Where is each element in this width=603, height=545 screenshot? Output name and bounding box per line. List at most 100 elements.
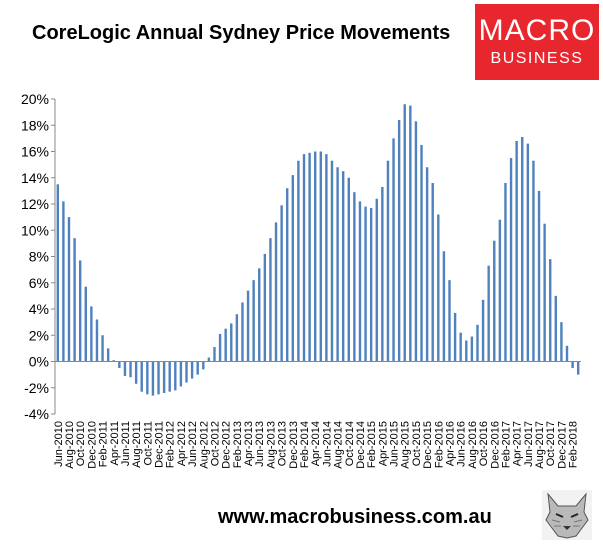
macrobusiness-logo[interactable]: MACRO BUSINESS <box>475 4 599 80</box>
bar-series <box>56 104 580 396</box>
bar <box>118 361 121 369</box>
bar <box>420 144 423 362</box>
x-tick-label: Aug-2016 <box>467 421 479 469</box>
bar <box>364 206 367 362</box>
x-tick-label: Apr-2013 <box>243 421 255 466</box>
bar <box>465 340 468 362</box>
x-tick-label: Apr-2012 <box>176 421 188 466</box>
x-tick-label: Aug-2015 <box>400 421 412 469</box>
x-tick-label: Dec-2010 <box>86 421 98 469</box>
bar <box>537 190 541 362</box>
bar <box>123 361 127 376</box>
bar <box>369 207 373 362</box>
bar <box>286 188 289 362</box>
y-tick-label: 2% <box>29 327 49 343</box>
x-tick-label: Oct-2016 <box>478 421 490 466</box>
bar <box>442 251 446 362</box>
bar <box>140 361 143 392</box>
bar <box>476 324 479 362</box>
x-tick-label: Feb-2014 <box>299 421 311 468</box>
bar <box>336 167 339 362</box>
footer-url[interactable]: www.macrobusiness.com.au <box>218 506 492 528</box>
x-tick-label: Feb-2018 <box>568 421 580 468</box>
bar <box>202 361 205 370</box>
x-tick-label: Apr-2016 <box>445 421 457 466</box>
bar <box>554 295 558 362</box>
x-tick-label: Apr-2014 <box>310 421 322 466</box>
x-tick-label: Jun-2015 <box>389 421 401 467</box>
bar <box>409 105 412 362</box>
y-tick-label: 4% <box>29 301 49 317</box>
bar <box>280 205 283 362</box>
x-tick-label: Dec-2016 <box>489 421 501 469</box>
x-tick-label: Dec-2011 <box>154 421 166 468</box>
bar <box>263 253 267 362</box>
x-tick-label: Dec-2012 <box>221 421 233 469</box>
x-tick-label: Oct-2017 <box>545 421 557 466</box>
bar <box>174 361 177 391</box>
bar <box>392 138 395 362</box>
x-tick-label: Jun-2017 <box>523 421 535 467</box>
bar <box>106 348 110 362</box>
bar <box>84 286 87 362</box>
x-tick-label: Aug-2010 <box>64 421 76 469</box>
x-tick-label: Oct-2012 <box>209 421 221 466</box>
bar <box>190 361 194 379</box>
bar <box>353 192 356 362</box>
x-tick-label: Jun-2010 <box>53 421 65 467</box>
bar <box>162 361 166 393</box>
bar <box>504 183 507 362</box>
y-tick-label: 10% <box>21 222 49 238</box>
x-tick-label: Aug-2011 <box>131 421 143 468</box>
bar <box>314 151 317 362</box>
x-tick-label: Apr-2017 <box>512 421 524 466</box>
x-tick-label: Oct-2011 <box>142 421 154 465</box>
y-tick-label: 20% <box>21 91 49 107</box>
bar <box>302 154 306 362</box>
bar <box>330 160 334 362</box>
x-tick-label: Dec-2017 <box>556 421 568 469</box>
bar <box>543 223 546 362</box>
bar <box>386 160 390 362</box>
bar <box>560 322 563 362</box>
wolf-logo-icon <box>542 490 592 540</box>
bar <box>403 104 406 362</box>
logo-line-business: BUSINESS <box>490 50 584 67</box>
x-tick-label: Feb-2015 <box>366 421 378 468</box>
bar <box>67 217 71 362</box>
x-tick-label: Feb-2017 <box>500 421 512 468</box>
x-tick-label: Aug-2013 <box>265 421 277 469</box>
bar <box>341 171 345 362</box>
bar <box>101 335 104 362</box>
y-tick-label: 18% <box>21 117 49 133</box>
chart-title: CoreLogic Annual Sydney Price Movements <box>32 22 451 44</box>
logo-line-macro: MACRO <box>478 14 596 47</box>
x-tick-label: Feb-2011 <box>98 421 110 467</box>
bar <box>448 280 451 362</box>
y-tick-label: -4% <box>24 406 49 422</box>
bar <box>258 268 261 362</box>
x-tick-label: Aug-2014 <box>333 421 345 469</box>
bar <box>532 160 535 362</box>
bar <box>56 184 59 362</box>
y-tick-label: 16% <box>21 144 49 160</box>
x-tick-label: Jun-2011 <box>120 421 132 466</box>
x-tick-label: Oct-2015 <box>411 421 423 466</box>
bar <box>269 238 272 362</box>
y-tick-label: 12% <box>21 196 49 212</box>
bar <box>381 186 384 362</box>
x-tick-label: Aug-2017 <box>534 421 546 469</box>
bar <box>347 177 350 362</box>
bar <box>397 120 401 362</box>
x-tick-label: Dec-2014 <box>355 421 367 469</box>
y-tick-label: -2% <box>24 380 49 396</box>
bar <box>62 201 65 362</box>
bar <box>291 175 295 362</box>
bar <box>252 280 255 362</box>
y-axis: -4% -2% 0% 2% 4% 6% 8% 10% 12% 14% 16% 18% 20% <box>21 91 56 422</box>
y-tick-label: 0% <box>29 354 49 370</box>
y-tick-label: 8% <box>29 249 49 265</box>
x-tick-label: Aug-2012 <box>198 421 210 469</box>
bar <box>319 151 322 362</box>
